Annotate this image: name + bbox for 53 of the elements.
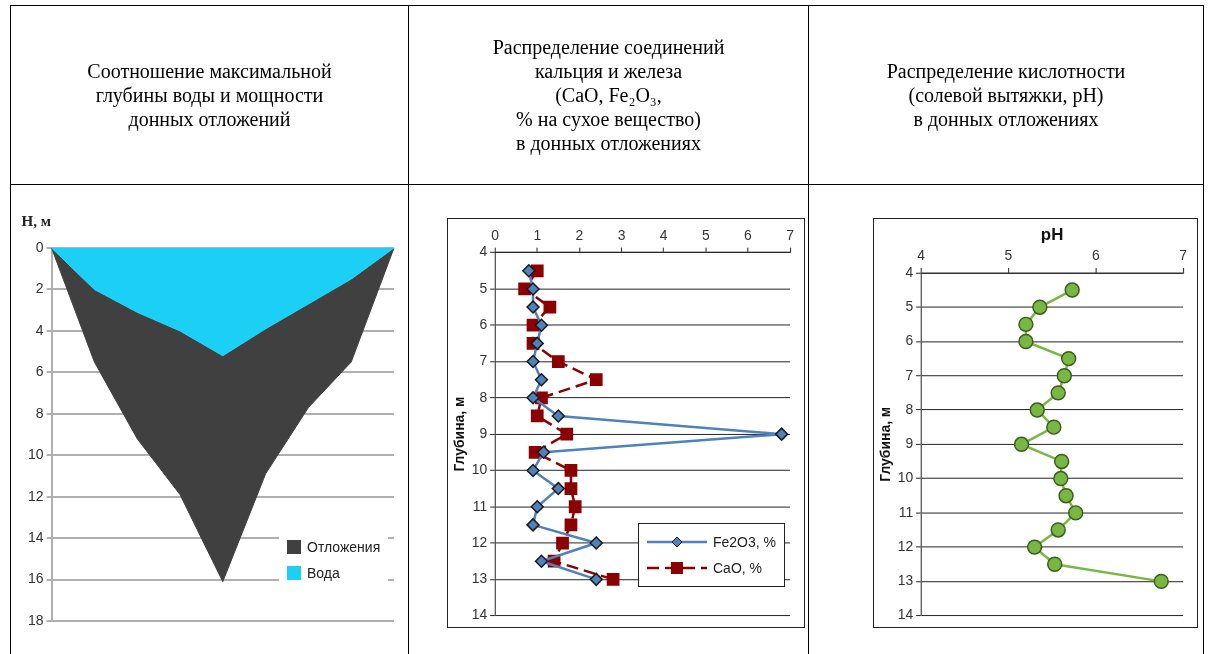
y-tick-label: 5	[479, 279, 488, 296]
y-axis-title: Глубина, м	[451, 396, 468, 472]
x-tick-label: 7	[1179, 247, 1188, 264]
x-tick-label: 7	[786, 227, 795, 244]
y-tick-label: 9	[479, 424, 488, 441]
legend-label: Вода	[307, 565, 340, 582]
y-tick-label: 6	[905, 332, 914, 349]
y-axis-title: Глубина, м	[877, 406, 894, 482]
y-axis-title: H, м	[21, 213, 51, 229]
x-tick-label: 6	[1091, 247, 1100, 264]
legend-label: Fe2O3, %	[713, 534, 777, 551]
y-tick-label: 5	[905, 298, 914, 315]
y-tick-label: 10	[471, 461, 488, 478]
y-tick-label: 8	[35, 404, 44, 421]
x-tick-label: 5	[701, 227, 710, 244]
x-tick-label: 4	[917, 247, 926, 264]
x-tick-label: 1	[533, 227, 542, 244]
legend-label: CaO, %	[713, 560, 763, 577]
y-tick-label: 4	[35, 321, 44, 338]
x-tick-label: 3	[617, 227, 626, 244]
x-tick-label: 6	[744, 227, 753, 244]
x-tick-label: 0	[491, 227, 500, 244]
y-tick-label: 18	[27, 611, 44, 628]
y-tick-label: 12	[897, 537, 914, 554]
y-tick-label: 14	[897, 606, 914, 623]
y-tick-label: 8	[479, 388, 488, 405]
y-tick-label: 12	[471, 533, 488, 550]
legend-label: Отложения	[307, 539, 381, 556]
y-tick-label: 7	[905, 366, 914, 383]
y-tick-label: 14	[471, 606, 488, 623]
y-tick-label: 16	[27, 570, 44, 587]
y-tick-label: 8	[905, 400, 914, 417]
x-tick-label: 2	[575, 227, 584, 244]
y-tick-label: 10	[897, 469, 914, 486]
chart-title: Распределение кислотности (солевой вытяжки, pH) в донных отложениях	[809, 6, 1203, 185]
y-tick-label: 6	[479, 316, 488, 333]
chart-title: Распределение соединений кальция и железа (CaO, Fe₂O₃, % на сухое вещество) в донных отложениях	[409, 6, 808, 185]
x-tick-label: 4	[659, 227, 668, 244]
y-tick-label: 7	[479, 352, 488, 369]
chart-title: Соотношение максимальной глубины воды и мощности донных отложений	[11, 6, 408, 185]
x-tick-label: 5	[1004, 247, 1013, 264]
x-axis-title: pH	[1040, 224, 1064, 244]
y-tick-label: 11	[472, 497, 488, 514]
y-tick-label: 6	[35, 363, 44, 380]
y-tick-label: 14	[27, 528, 44, 545]
y-tick-label: 13	[471, 570, 488, 587]
y-tick-label: 12	[27, 487, 44, 504]
y-tick-label: 13	[897, 572, 914, 589]
y-tick-label: 11	[898, 503, 914, 520]
y-tick-label: 10	[27, 446, 44, 463]
y-tick-label: 9	[905, 435, 914, 452]
y-tick-label: 4	[905, 263, 914, 280]
y-tick-label: 2	[35, 280, 44, 297]
